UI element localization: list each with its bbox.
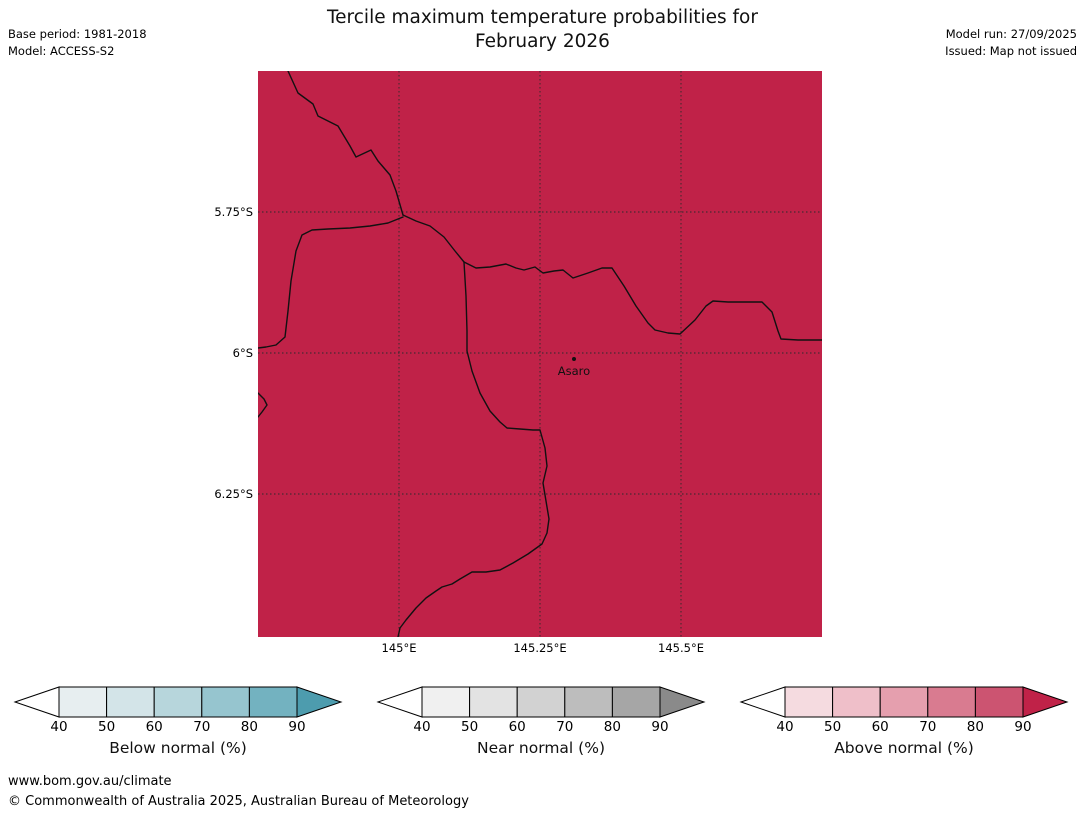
colorbar-segment [611, 686, 661, 718]
tick-label: 50 [98, 719, 116, 735]
colorbar-near-normal: 40 50 60 70 80 90 Near normal (%) [376, 685, 708, 765]
colorbar-segment [248, 686, 298, 718]
colorbar-below-normal: 40 50 60 70 80 90 Below normal (%) [13, 685, 345, 765]
lon-label-145-25e: 145.25°E [513, 641, 567, 655]
boundary-north [287, 71, 404, 216]
map-svg: Asaro [258, 71, 822, 637]
tick-label: 90 [651, 719, 669, 735]
tick-label: 80 [240, 719, 258, 735]
asaro-marker-dot [572, 357, 576, 361]
boundary-west [258, 216, 404, 349]
colorbar-title-below: Below normal (%) [109, 739, 247, 757]
colorbar-segment [106, 686, 155, 718]
colorbar-segment [832, 686, 881, 718]
colorbar-above-normal: 40 50 60 70 80 90 Above normal (%) [739, 685, 1071, 765]
copyright-text: © Commonwealth of Australia 2025, Austra… [8, 794, 469, 809]
lat-label-6s: 6°S [232, 346, 253, 360]
colorbar-segment [879, 686, 929, 718]
colorbar-over-arrow [1022, 686, 1069, 718]
boundary-lines [258, 71, 822, 637]
tick-label: 50 [461, 719, 479, 735]
boundary-east [402, 214, 822, 341]
tick-label: 70 [556, 719, 574, 735]
tick-label: 60 [871, 719, 889, 735]
lat-label-5-75s: 5.75°S [214, 205, 253, 219]
colorbar-below-svg [13, 686, 343, 718]
tick-label: 40 [50, 719, 68, 735]
boundary-central [397, 261, 550, 637]
tick-label: 80 [966, 719, 984, 735]
tick-label: 70 [919, 719, 937, 735]
colorbar-above-svg [739, 686, 1069, 718]
colorbar-under-arrow [376, 686, 423, 718]
tick-label: 90 [1014, 719, 1032, 735]
colorbar-segment [153, 686, 203, 718]
page-title: Tercile maximum temperature probabilitie… [0, 6, 1085, 54]
issued-text: Issued: Map not issued [945, 44, 1077, 58]
boundary-west-spur [258, 392, 268, 418]
asaro-place-label: Asaro [558, 364, 590, 378]
lon-label-145-5e: 145.5°E [658, 641, 704, 655]
colorbar-over-arrow [296, 686, 343, 718]
title-line-1: Tercile maximum temperature probabilitie… [327, 7, 758, 28]
colorbar-segment [784, 686, 834, 718]
tick-label: 70 [193, 719, 211, 735]
colorbar-over-arrow [659, 686, 706, 718]
colorbar-under-arrow [13, 686, 60, 718]
lon-label-145e: 145°E [381, 641, 417, 655]
tick-label: 50 [824, 719, 842, 735]
bom-url-text: www.bom.gov.au/climate [8, 774, 172, 789]
map-fill [258, 71, 822, 637]
colorbar-near-svg [376, 686, 706, 718]
tick-label: 60 [508, 719, 526, 735]
colorbar-under-arrow [739, 686, 786, 718]
colorbar-segment [564, 686, 613, 718]
colorbar-segment [927, 686, 976, 718]
tick-label: 90 [288, 719, 306, 735]
colorbar-segment [516, 686, 566, 718]
tick-label: 40 [776, 719, 794, 735]
lat-label-6-25s: 6.25°S [214, 487, 253, 501]
title-line-2: February 2026 [475, 31, 610, 52]
base-period-text: Base period: 1981-2018 [8, 27, 147, 41]
model-run-text: Model run: 27/09/2025 [945, 27, 1077, 41]
colorbar-title-near: Near normal (%) [477, 739, 605, 757]
model-name-text: Model: ACCESS-S2 [8, 44, 115, 58]
colorbar-segment [58, 686, 108, 718]
tick-label: 40 [413, 719, 431, 735]
colorbar-segment [469, 686, 518, 718]
colorbar-segment [421, 686, 471, 718]
colorbar-title-above: Above normal (%) [834, 739, 974, 757]
tick-label: 80 [603, 719, 621, 735]
model-info-block: Base period: 1981-2018 Model: ACCESS-S2 [8, 26, 147, 60]
run-info-block: Model run: 27/09/2025 Issued: Map not is… [945, 26, 1077, 60]
tick-label: 60 [145, 719, 163, 735]
colorbar-segment [974, 686, 1024, 718]
colorbar-segment [201, 686, 250, 718]
map-area: Asaro [258, 71, 822, 637]
